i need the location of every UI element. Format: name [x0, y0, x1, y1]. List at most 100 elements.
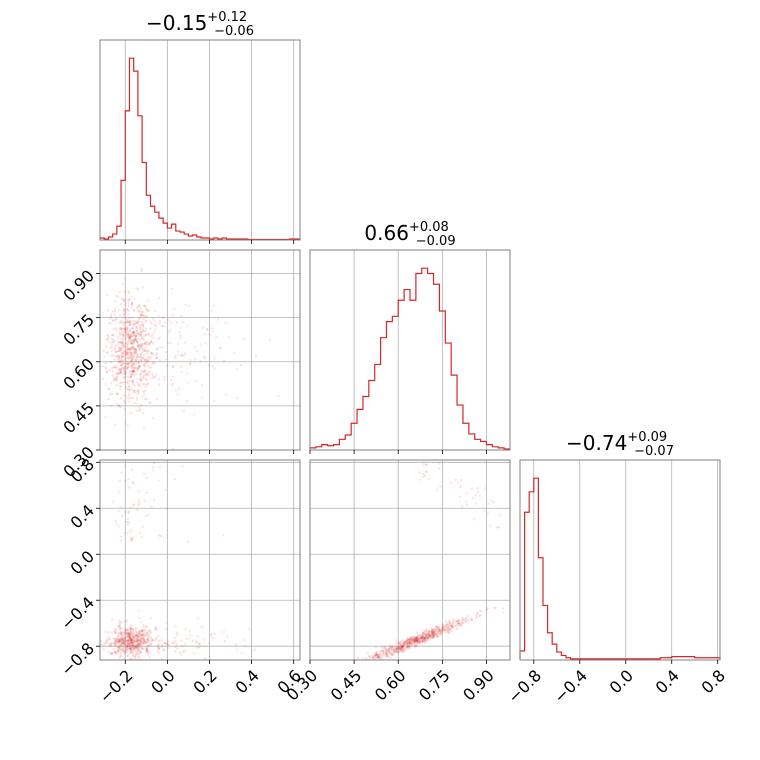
- sample-point: [126, 628, 129, 632]
- sample-point: [104, 367, 108, 371]
- sample-point: [112, 327, 115, 331]
- sample-point: [112, 642, 115, 646]
- sample-point: [144, 385, 147, 389]
- sample-point: [114, 644, 118, 647]
- sample-point: [137, 345, 140, 349]
- sample-point: [381, 654, 384, 658]
- grid-2d-2-1: [309, 460, 510, 660]
- sample-point: [155, 356, 158, 359]
- sample-point: [106, 338, 109, 341]
- sample-point: [412, 639, 415, 643]
- sample-point: [141, 356, 144, 360]
- sample-point: [127, 644, 130, 647]
- sample-point: [414, 640, 417, 644]
- sample-point: [108, 637, 111, 641]
- sample-point: [141, 629, 144, 633]
- sample-point: [212, 304, 216, 308]
- sample-point: [145, 648, 148, 651]
- sample-point: [424, 633, 428, 637]
- sample-point: [138, 631, 142, 634]
- sample-point: [397, 651, 400, 655]
- sample-point: [139, 310, 143, 313]
- sample-point: [137, 644, 141, 648]
- sample-point: [135, 642, 139, 645]
- sample-point: [456, 627, 459, 630]
- sample-point: [119, 643, 123, 647]
- sample-point: [445, 625, 448, 629]
- sample-point: [147, 382, 150, 385]
- sample-point: [143, 362, 146, 366]
- sample-point: [138, 637, 142, 641]
- sample-point: [411, 640, 415, 644]
- sample-point: [121, 633, 124, 637]
- sample-point: [401, 647, 404, 651]
- sample-point: [117, 349, 120, 353]
- sample-point: [145, 634, 148, 637]
- sample-point: [160, 644, 164, 647]
- sample-point: [125, 645, 129, 648]
- sample-point: [110, 345, 113, 348]
- sample-point: [449, 627, 452, 631]
- sample-point: [131, 370, 134, 373]
- sample-point: [124, 331, 127, 335]
- sample-point: [133, 322, 136, 326]
- sample-point: [402, 644, 406, 648]
- sample-point: [150, 341, 153, 344]
- sample-point: [132, 324, 135, 328]
- sample-point: [112, 340, 116, 344]
- sample-point: [144, 347, 147, 350]
- sample-point: [415, 639, 419, 643]
- sample-point: [127, 333, 130, 336]
- sample-point: [384, 645, 387, 648]
- sample-point: [144, 639, 148, 642]
- sample-point: [121, 362, 124, 365]
- sample-point: [120, 642, 124, 645]
- sample-point: [179, 337, 183, 340]
- sample-point: [119, 371, 122, 374]
- sample-point: [134, 649, 138, 652]
- sample-point: [178, 651, 181, 654]
- sample-point: [134, 349, 137, 353]
- sample-point: [137, 364, 141, 367]
- sample-point: [134, 634, 138, 638]
- sample-point: [409, 636, 412, 640]
- sample-point: [145, 625, 149, 629]
- sample-point: [122, 641, 126, 644]
- sample-point: [110, 631, 114, 634]
- sample-point: [142, 642, 146, 645]
- sample-point: [162, 648, 165, 651]
- sample-point: [131, 331, 134, 335]
- sample-point: [389, 652, 393, 655]
- sample-point: [401, 645, 404, 649]
- sample-point: [134, 657, 137, 660]
- sample-point: [176, 392, 179, 396]
- sample-point: [126, 634, 130, 637]
- sample-point: [130, 538, 133, 541]
- sample-point: [239, 363, 243, 367]
- sample-point: [118, 650, 121, 653]
- sample-point: [125, 631, 128, 634]
- sample-point: [124, 464, 127, 468]
- sample-point: [138, 409, 141, 412]
- sample-point: [125, 388, 128, 391]
- sample-point: [132, 362, 135, 365]
- sample-point: [426, 636, 430, 639]
- sample-point: [428, 634, 432, 638]
- sample-point: [196, 635, 199, 638]
- sample-point: [128, 348, 131, 351]
- sample-point: [447, 623, 450, 626]
- sample-point: [143, 638, 146, 642]
- sample-point: [128, 372, 131, 375]
- sample-point: [454, 624, 457, 627]
- sample-point: [183, 352, 187, 355]
- sample-point: [415, 640, 418, 644]
- sample-point: [388, 647, 392, 651]
- sample-point: [113, 358, 117, 361]
- sample-point: [379, 654, 383, 658]
- sample-point: [148, 366, 151, 369]
- sample-point: [129, 652, 132, 656]
- sample-point: [137, 499, 141, 502]
- sample-point: [381, 647, 384, 651]
- sample-point: [426, 631, 430, 634]
